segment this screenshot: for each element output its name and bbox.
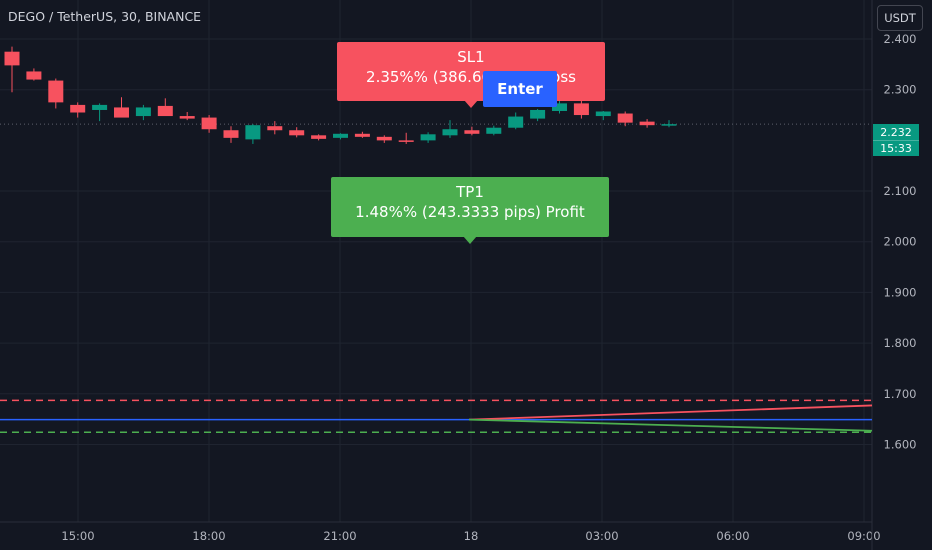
candle-body (157, 105, 173, 117)
upper-projection-line (468, 404, 873, 421)
candle-body (639, 121, 655, 126)
candle-body (245, 125, 261, 140)
stop-loss-label: SL1 2.35%% (386.66 Loss (337, 42, 605, 101)
y-tick-label: 2.000 (884, 235, 917, 249)
take-profit-pointer (463, 236, 477, 244)
take-profit-label: TP1 1.48%% (243.3333 pips) Profit (331, 177, 609, 237)
candle-body (135, 107, 151, 117)
candle-body (376, 136, 392, 141)
stop-loss-text: 2.35%% (386.66 Loss (337, 67, 605, 87)
candle-body (486, 127, 502, 134)
y-tick-label: 2.300 (884, 83, 917, 97)
candle-body (4, 51, 20, 66)
candle-body (201, 117, 217, 130)
candle-body (333, 133, 348, 138)
stop-loss-title: SL1 (457, 48, 485, 66)
x-tick-label: 15:00 (61, 529, 94, 543)
y-tick-label: 2.400 (884, 32, 917, 46)
candle-body (70, 104, 86, 113)
candle-body (530, 109, 546, 119)
last-price-tag: 2.232 15:33 (873, 124, 919, 156)
x-tick-label: 06:00 (716, 529, 749, 543)
x-tick-label: 18 (464, 529, 479, 543)
candle-body (398, 140, 414, 142)
last-price-value: 2.232 (880, 126, 912, 139)
candle-body (464, 130, 480, 134)
stop-loss-text-head: 2.35%% (386.66 (366, 68, 492, 86)
candle-body (311, 135, 327, 139)
candle-body (92, 104, 108, 110)
candle-body (661, 124, 677, 126)
candle-body (573, 103, 589, 116)
candle-body (26, 71, 42, 80)
x-tick-label: 21:00 (323, 529, 356, 543)
take-profit-title: TP1 (456, 183, 484, 201)
x-tick-label: 18:00 (192, 529, 225, 543)
symbol-title: DEGO / TetherUS, 30, BINANCE (8, 9, 202, 24)
y-tick-label: 1.800 (884, 336, 917, 350)
y-tick-label: 1.600 (884, 437, 917, 451)
candle-body (442, 129, 458, 136)
candle-body (179, 116, 195, 119)
x-tick-label: 09:00 (847, 529, 880, 543)
y-tick-label: 1.900 (884, 285, 917, 299)
x-tick-label: 03:00 (585, 529, 618, 543)
y-tick-label: 2.100 (884, 184, 917, 198)
candle-body (617, 113, 633, 123)
candle-body (223, 130, 239, 138)
candle-body (48, 80, 64, 103)
candle-body (595, 111, 611, 117)
stop-loss-pointer (464, 100, 478, 108)
candle-body (354, 133, 370, 137)
candle-body (420, 134, 436, 141)
candle-body (552, 103, 567, 111)
candle-body (267, 126, 283, 131)
candle-body (508, 116, 524, 128)
enter-label: Enter (483, 71, 557, 107)
candle-body (289, 130, 305, 136)
candle-countdown: 15:33 (873, 140, 919, 156)
lower-projection-line (468, 418, 873, 432)
y-tick-label: 1.700 (884, 387, 917, 401)
take-profit-text: 1.48%% (243.3333 pips) Profit (355, 203, 585, 221)
currency-button[interactable]: USDT (877, 5, 923, 31)
candle-body (114, 107, 129, 118)
